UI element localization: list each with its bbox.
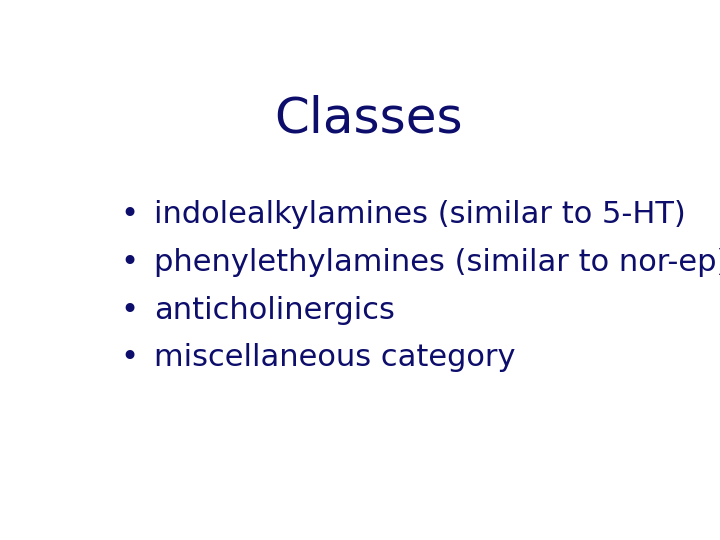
Text: •: • <box>120 200 138 229</box>
Text: Classes: Classes <box>275 95 463 143</box>
Text: anticholinergics: anticholinergics <box>154 295 395 325</box>
Text: •: • <box>120 295 138 325</box>
Text: •: • <box>120 248 138 277</box>
Text: phenylethylamines (similar to nor-ep): phenylethylamines (similar to nor-ep) <box>154 248 720 277</box>
Text: •: • <box>120 343 138 373</box>
Text: miscellaneous category: miscellaneous category <box>154 343 516 373</box>
Text: indolealkylamines (similar to 5-HT): indolealkylamines (similar to 5-HT) <box>154 200 686 229</box>
